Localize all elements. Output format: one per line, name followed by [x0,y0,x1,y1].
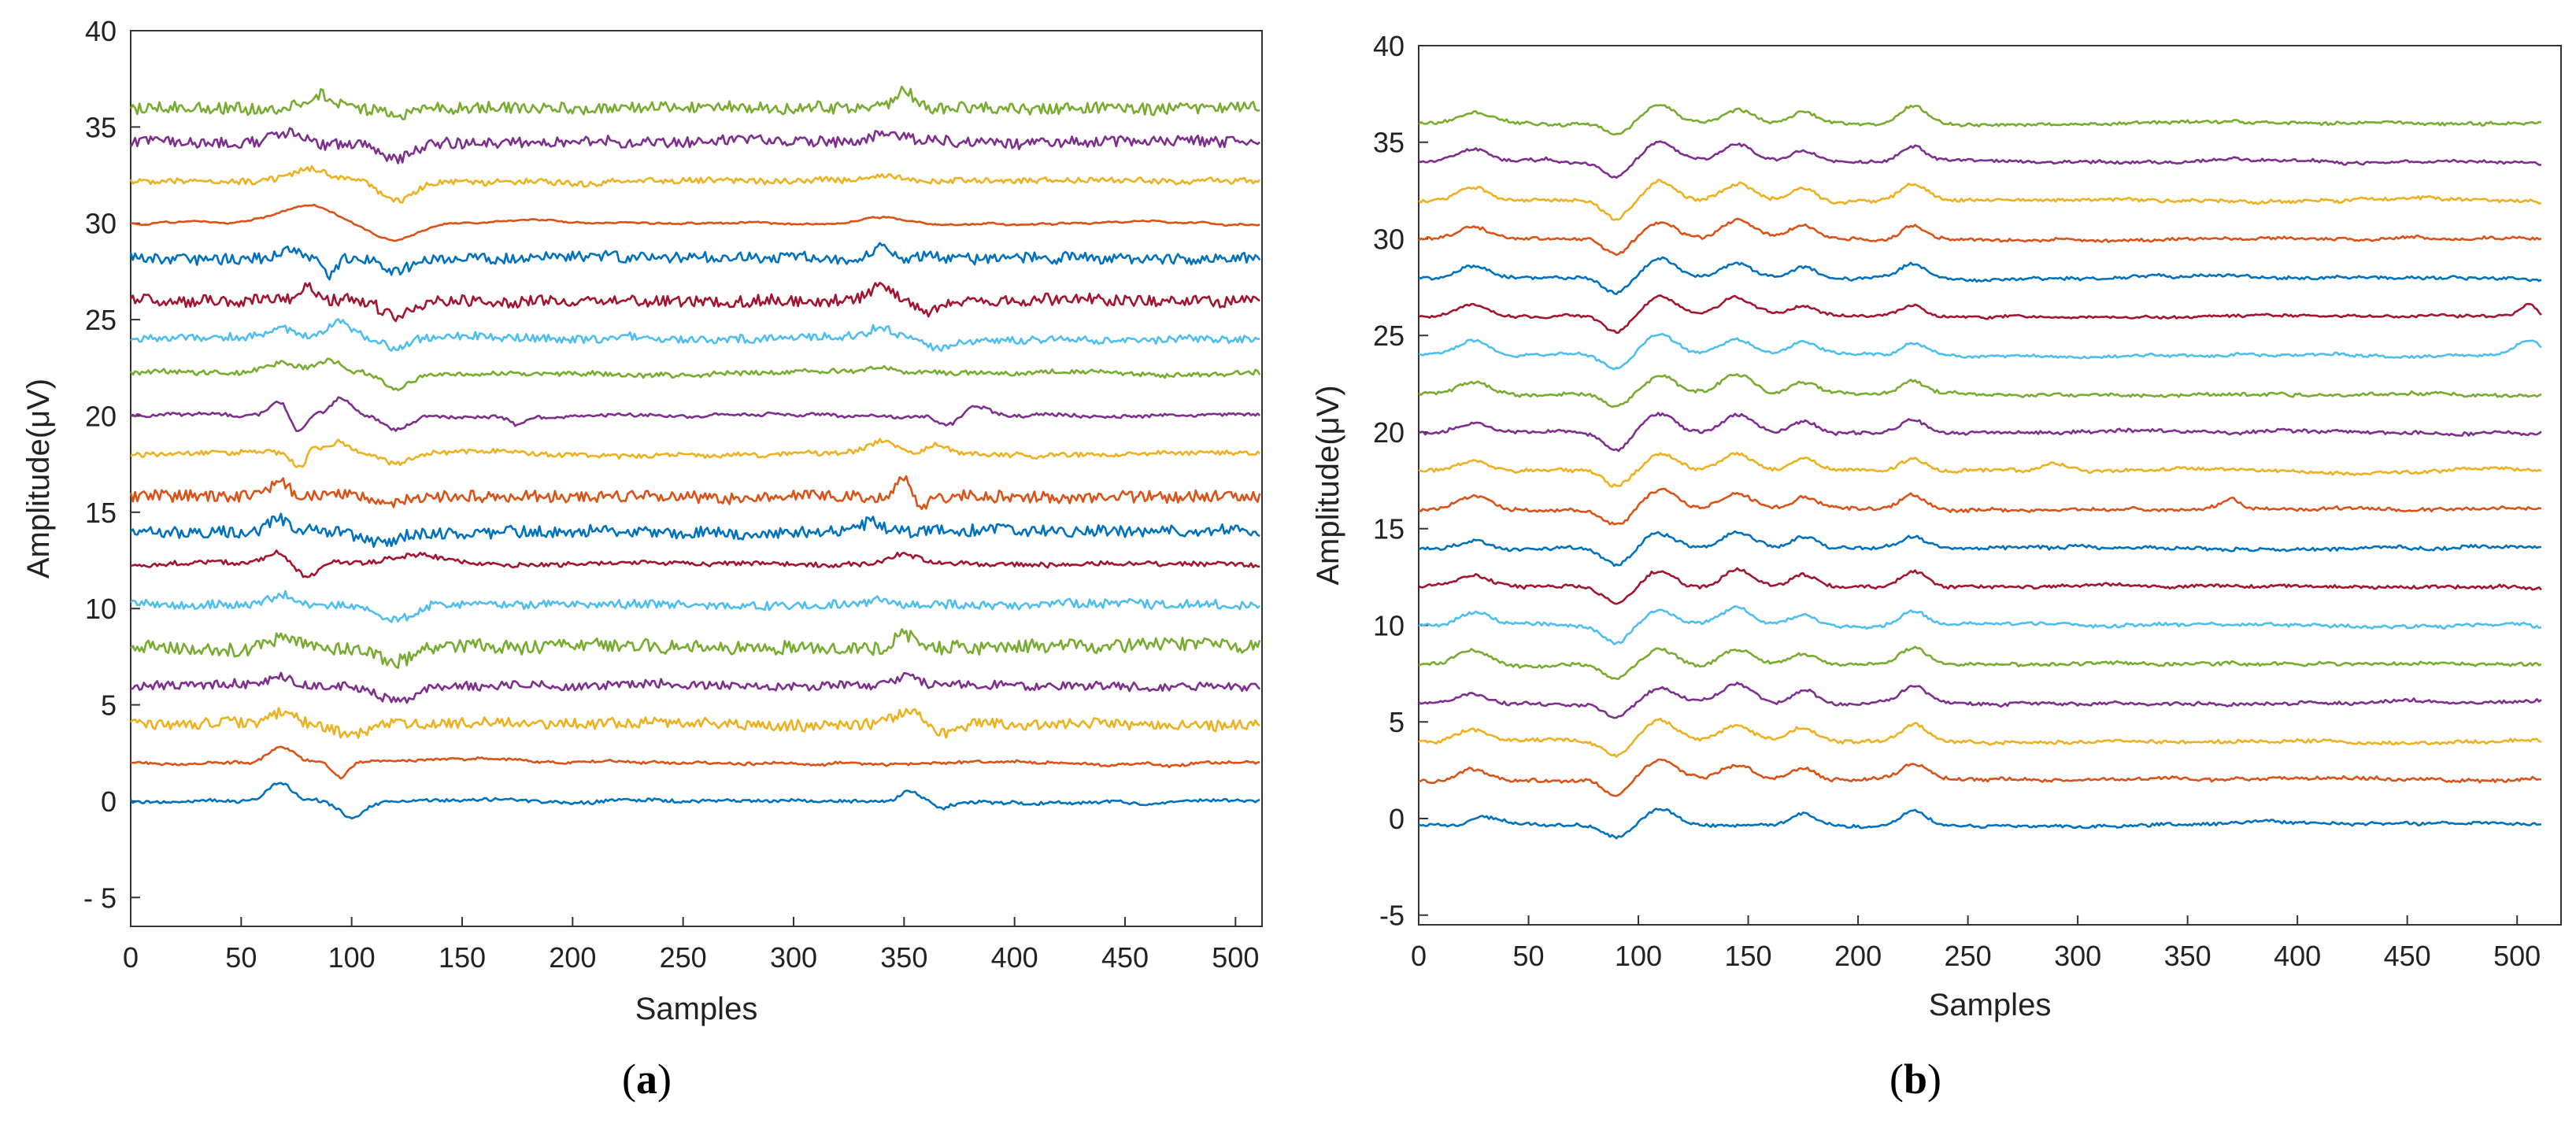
series-line-b-16 [1418,217,2542,257]
y-tick-label: 0 [101,785,117,818]
x-tick-label: 0 [123,941,139,974]
series-line-a-3 [130,707,1260,739]
x-tick-label: 500 [2493,940,2541,972]
y-tick-label: 25 [1373,320,1405,352]
x-axis-label: Samples [635,992,758,1026]
series-line-b-7 [1418,567,2542,605]
series-line-b-3 [1418,717,2542,758]
x-tick-label: 500 [1212,941,1259,974]
series-line-a-9 [129,475,1261,511]
series-line-b-6 [1418,604,2542,646]
x-tick-label: 50 [225,941,257,974]
x-axis-label: Samples [1929,988,2052,1022]
series-line-a-11 [130,396,1261,433]
series-line-b-15 [1418,256,2542,296]
y-tick-label: 35 [85,111,117,143]
series-line-b-14 [1418,294,2542,334]
y-tick-label: 40 [1373,30,1405,62]
series-line-b-17 [1418,179,2542,221]
series-line-b-8 [1418,530,2541,567]
x-tick-label: 150 [1725,940,1772,972]
y-tick-label: 15 [1373,513,1405,545]
y-tick-label: 15 [85,497,117,529]
series-line-a-14 [129,282,1260,323]
y-tick-label: 35 [1373,127,1405,159]
y-tick-label: 20 [1373,416,1405,449]
panel-a-plot: 0 50 100 150 200 250 300 350 400 450 500- 50510152… [21,15,1263,1026]
x-tick-label: 350 [2164,940,2211,972]
series-line-b-10 [1418,451,2542,488]
series-line-a-13 [130,318,1260,353]
series-line-a-4 [130,671,1261,704]
y-tick-label: - 5 [83,882,117,914]
x-tick-label: 200 [549,941,596,974]
series-line-a-19 [129,85,1260,120]
y-tick-label: 40 [85,15,117,47]
y-tick-label: 10 [85,593,117,625]
x-tick-label: 400 [2274,940,2321,972]
series-line-a-2 [130,745,1260,780]
series-line-b-12 [1418,373,2542,408]
x-tick-label: 0 [1411,940,1427,972]
x-tick-label: 450 [2384,940,2431,972]
y-tick-label: 30 [1373,223,1405,255]
series-line-b-1 [1418,808,2541,840]
x-tick-label: 150 [439,941,486,974]
series-line-a-17 [129,164,1261,204]
panel-label-b: (b) [1889,1055,1942,1103]
y-tick-label: 5 [101,689,117,722]
series-line-b-13 [1418,332,2542,371]
series-line-b-2 [1418,758,2542,797]
x-tick-label: 100 [328,941,376,974]
x-tick-label: 400 [991,941,1038,974]
series-line-a-16 [130,203,1260,242]
y-axis-label: Amplitude(μV) [1311,385,1345,585]
y-tick-label: 30 [85,208,117,240]
series-line-b-9 [1418,487,2542,526]
series-line-a-18 [129,127,1261,164]
series-line-a-15 [129,242,1261,281]
series-line-b-19 [1418,104,2542,136]
series-line-b-18 [1418,140,2542,179]
x-tick-label: 300 [2054,940,2101,972]
x-tick-label: 450 [1101,941,1149,974]
x-tick-label: 250 [660,941,707,974]
series-line-a-5 [130,628,1261,670]
x-tick-label: 350 [880,941,927,974]
x-tick-label: 200 [1834,940,1882,972]
x-tick-label: 250 [1945,940,1992,972]
series-line-a-7 [130,549,1260,578]
series-line-a-8 [130,512,1260,549]
series-line-b-5 [1418,645,2542,680]
y-tick-label: -5 [1379,900,1405,932]
panel-b-plot: 0 50 100 150 200 250 300 350 400 450 500-505101520… [1311,30,2562,1022]
series-line-a-6 [130,590,1261,623]
y-tick-label: 25 [85,304,117,336]
series-line-a-1 [129,782,1260,820]
series-line-b-4 [1418,681,2542,719]
x-tick-label: 300 [770,941,817,974]
series-line-a-10 [130,438,1261,468]
panel-label-a: (a) [622,1055,672,1103]
series-line-a-12 [129,357,1261,392]
x-tick-label: 50 [1512,940,1544,972]
y-axis-label: Amplitude(μV) [21,379,56,578]
y-tick-label: 10 [1373,609,1405,641]
axes-box [1418,45,2562,926]
axes-box [130,30,1263,927]
y-tick-label: 0 [1389,803,1405,835]
x-tick-label: 100 [1615,940,1662,972]
y-tick-label: 20 [85,400,117,432]
y-tick-label: 5 [1389,706,1405,738]
series-line-b-11 [1418,412,2542,453]
